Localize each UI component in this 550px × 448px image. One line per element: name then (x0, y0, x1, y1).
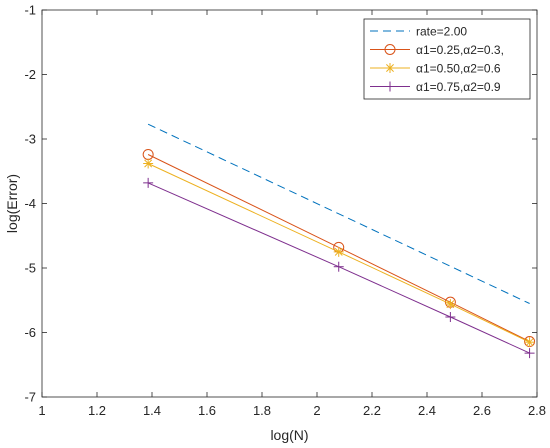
x-tick-label: 1.2 (88, 403, 106, 418)
legend-label: α1=0.50,α2=0.6 (416, 62, 501, 76)
y-tick-label: -2 (24, 67, 36, 82)
asterisk-marker (524, 337, 535, 348)
plus-marker (143, 177, 154, 188)
x-tick-label: 2.6 (473, 403, 491, 418)
series-4 (143, 177, 535, 359)
series-line (147, 123, 530, 304)
legend-box (363, 18, 531, 100)
x-tick-label: 2.2 (363, 403, 381, 418)
asterisk-stroke (334, 247, 343, 256)
asterisk-marker (333, 246, 344, 257)
legend: rate=2.00 α1=0.25,α2=0.3, α1=0.50,α2=0.6 α1… (363, 18, 531, 100)
plus-marker (445, 312, 456, 323)
legend-label: α1=0.25,α2=0.3, (416, 43, 504, 57)
y-axis-label: log(Error) (4, 174, 20, 233)
circle-marker (384, 44, 396, 55)
legend-label: rate=2.00 (416, 25, 467, 39)
asterisk-marker (445, 299, 456, 310)
series-3 (143, 158, 535, 348)
y-tick-label: -3 (24, 132, 36, 147)
legend-label: α1=0.75,α2=0.9 (416, 80, 501, 94)
asterisk-stroke (144, 159, 153, 168)
x-tick-label: 2 (313, 403, 320, 418)
plus-marker (385, 81, 395, 92)
series-line (147, 154, 530, 342)
axis-ticks: 1 1.2 1.4 1.6 1.8 2 2.2 2.4 2.6 2.8 -7 -6 -5 -4 -3 -2 -1 (24, 3, 546, 419)
x-tick-label: 1.6 (198, 403, 216, 418)
asterisk-stroke (525, 338, 534, 347)
asterisk-marker (143, 158, 154, 169)
series-line (147, 182, 530, 354)
y-tick-label: -5 (24, 261, 36, 276)
series-layer (142, 123, 536, 359)
y-tick-label: -7 (24, 390, 36, 405)
plus-marker (524, 348, 535, 359)
x-tick-label: 1.8 (253, 403, 271, 418)
y-tick-label: -6 (24, 325, 36, 340)
asterisk-stroke (386, 64, 394, 72)
series-line (147, 163, 530, 343)
x-tick-label: 2.4 (418, 403, 436, 418)
x-tick-label: 1.4 (143, 403, 161, 418)
x-tick-label: 2.8 (528, 403, 546, 418)
x-axis-label: log(N) (270, 427, 308, 443)
y-tick-label: -4 (24, 196, 36, 211)
y-tick-label: -1 (24, 3, 36, 18)
x-tick-label: 1 (38, 403, 45, 418)
series-1 (147, 123, 530, 304)
asterisk-stroke (446, 300, 455, 309)
asterisk-marker (385, 63, 395, 73)
plus-marker (333, 261, 344, 272)
